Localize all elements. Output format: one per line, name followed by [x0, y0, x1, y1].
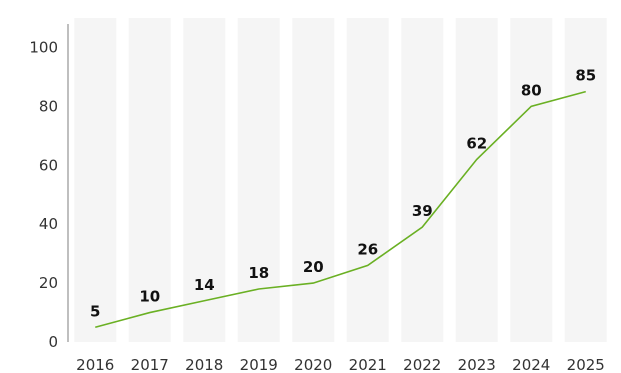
data-label: 5: [90, 302, 100, 320]
x-tick-label: 2018: [185, 356, 223, 373]
series-layer: [95, 90, 586, 329]
x-tick-label: 2022: [403, 356, 441, 373]
x-axis-ticks: 2016 2017 2018 2019 2020 2021 2022 2023 2024 2025: [76, 356, 605, 373]
data-label: 10: [139, 288, 160, 306]
data-label: 62: [466, 134, 487, 152]
column-band-2017: [128, 18, 171, 342]
x-tick-label: 2023: [458, 356, 496, 373]
y-tick-label: 100: [29, 38, 58, 56]
series-line: [95, 90, 586, 329]
data-label: 20: [303, 258, 324, 276]
column-band-2024: [510, 18, 553, 342]
x-tick-label: 2017: [131, 356, 169, 373]
column-band-2018: [183, 18, 226, 342]
x-tick-label: 2016: [76, 356, 114, 373]
x-tick-label: 2024: [512, 356, 550, 373]
y-tick-label: 0: [48, 333, 58, 351]
column-band-2025: [564, 18, 607, 342]
data-label: 26: [357, 240, 378, 258]
y-axis-ticks: 0 20 40 60 80 100: [29, 38, 58, 351]
y-tick-label: 80: [39, 97, 58, 115]
x-tick-label: 2019: [240, 356, 278, 373]
y-tick-label: 40: [39, 215, 58, 233]
data-label: 80: [521, 81, 542, 99]
column-bands: [74, 18, 607, 342]
data-label: 18: [248, 264, 269, 282]
column-band-2016: [74, 18, 117, 342]
data-label: 39: [412, 202, 433, 220]
column-band-2021: [346, 18, 389, 342]
data-labels: 5 10 14 18 20 26 39 62 80 85: [90, 67, 596, 321]
column-band-2019: [237, 18, 280, 342]
data-label: 85: [575, 67, 596, 85]
x-tick-label: 2021: [349, 356, 387, 373]
column-band-2022: [401, 18, 444, 342]
y-tick-label: 60: [39, 156, 58, 174]
x-tick-label: 2020: [294, 356, 332, 373]
column-band-2020: [292, 18, 335, 342]
column-band-2023: [455, 18, 498, 342]
data-label: 14: [194, 276, 215, 294]
x-tick-label: 2025: [567, 356, 605, 373]
y-tick-label: 20: [39, 274, 58, 292]
